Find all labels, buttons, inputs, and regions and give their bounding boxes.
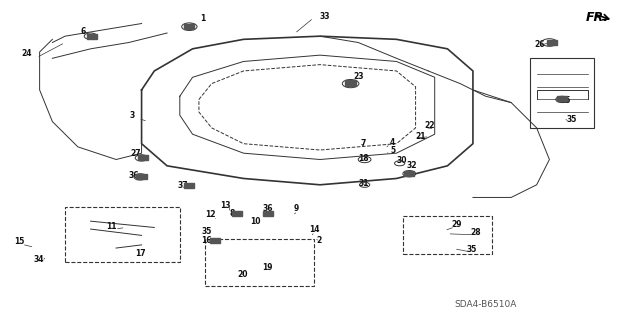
Bar [136,174,147,179]
Text: 35: 35 [202,227,212,236]
Bar [403,216,492,254]
Text: 37: 37 [177,181,188,190]
Text: 31: 31 [358,179,369,188]
Text: 8: 8 [229,209,235,218]
Text: 35: 35 [566,115,577,124]
Text: 23: 23 [353,72,364,81]
Bar [210,238,220,243]
Text: 13: 13 [220,201,231,210]
Text: 29: 29 [452,220,462,229]
Bar [346,80,356,85]
Text: 24: 24 [22,49,32,58]
Text: 34: 34 [33,255,44,263]
Bar [547,40,557,45]
Text: 5: 5 [390,145,396,154]
Text: 4: 4 [390,138,396,147]
Text: 6: 6 [81,26,86,36]
Text: 17: 17 [135,249,146,258]
Bar [531,58,594,128]
Text: 20: 20 [237,271,248,279]
Text: 28: 28 [471,228,481,237]
Text: 10: 10 [250,217,260,226]
Text: 33: 33 [320,12,330,21]
Bar [232,211,243,216]
Text: 30: 30 [396,156,407,165]
Text: 16: 16 [202,236,212,245]
Text: FR.: FR. [586,11,609,24]
Text: 35: 35 [467,245,477,254]
Text: 27: 27 [130,149,141,158]
Text: 2: 2 [316,236,321,245]
Text: 36: 36 [262,204,273,213]
Text: SDA4-B6510A: SDA4-B6510A [454,300,517,309]
Text: 1: 1 [200,14,205,23]
Text: 21: 21 [415,132,426,141]
Bar [404,171,414,176]
Text: 19: 19 [262,263,273,271]
Text: 26: 26 [534,40,545,48]
Bar [87,34,97,39]
Text: 7: 7 [361,138,366,148]
Text: 22: 22 [424,121,435,130]
Bar [138,155,148,160]
Text: 36: 36 [129,171,139,180]
Text: 18: 18 [358,154,369,163]
Text: 11: 11 [106,222,116,231]
Bar [205,239,314,286]
Text: 32: 32 [406,161,417,170]
Bar [184,183,195,188]
Bar [184,24,195,29]
Text: 25: 25 [560,96,570,105]
Text: 12: 12 [205,210,216,219]
Text: 14: 14 [310,225,320,234]
Text: 15: 15 [14,237,24,246]
Text: 9: 9 [293,204,298,213]
Bar [262,211,273,216]
Bar [65,207,180,262]
Bar [557,96,567,101]
Text: 3: 3 [129,111,134,120]
